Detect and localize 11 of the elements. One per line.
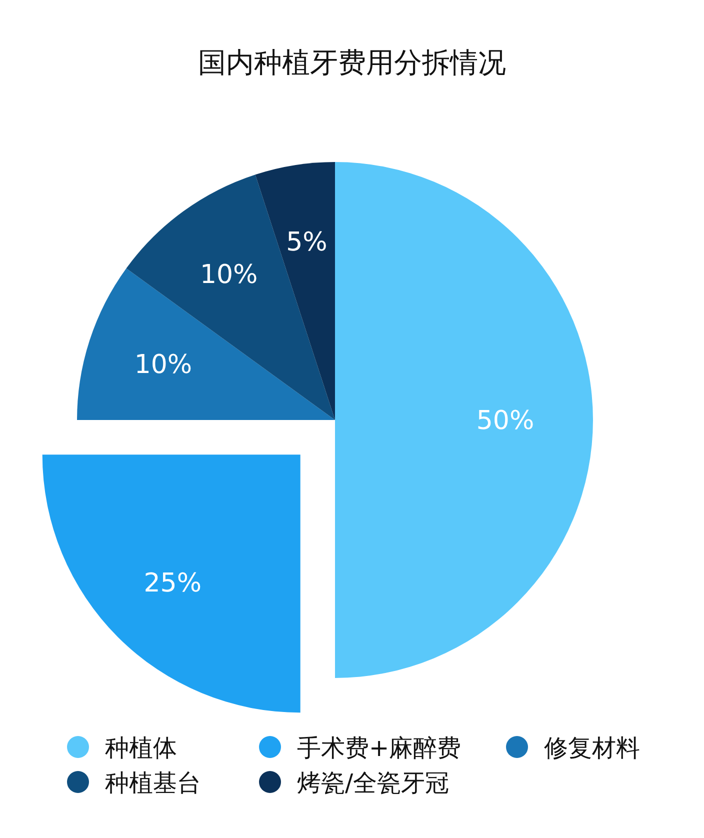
chart-title: 国内种植牙费用分拆情况 [198, 46, 506, 79]
data-label: 5% [286, 228, 328, 258]
legend-label: 烤瓷/全瓷牙冠 [297, 769, 450, 797]
legend-label: 种植体 [105, 734, 177, 762]
legend-label: 修复材料 [544, 734, 640, 762]
legend-label: 手术费+麻醉费 [297, 734, 462, 762]
data-label: 50% [476, 406, 534, 436]
legend-label: 种植基台 [105, 769, 201, 797]
data-label: 10% [200, 260, 258, 290]
data-label: 10% [134, 350, 192, 380]
data-label: 25% [144, 568, 202, 598]
